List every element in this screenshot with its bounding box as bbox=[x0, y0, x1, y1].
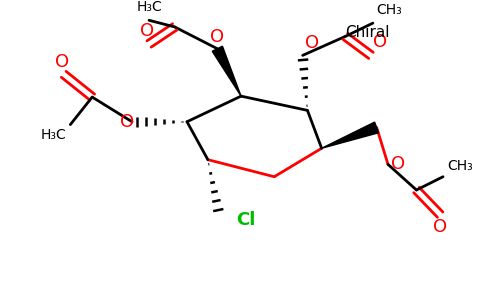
Text: O: O bbox=[304, 34, 318, 52]
Text: H₃C: H₃C bbox=[136, 0, 162, 14]
Text: O: O bbox=[120, 113, 134, 131]
Text: O: O bbox=[433, 218, 447, 236]
Polygon shape bbox=[322, 122, 378, 148]
Text: CH₃: CH₃ bbox=[447, 159, 472, 173]
Text: O: O bbox=[55, 52, 69, 70]
Text: H₃C: H₃C bbox=[41, 128, 67, 142]
Text: O: O bbox=[140, 22, 154, 40]
Text: Chiral: Chiral bbox=[345, 25, 390, 40]
Text: O: O bbox=[210, 28, 225, 46]
Text: CH₃: CH₃ bbox=[377, 3, 402, 17]
Text: Cl: Cl bbox=[236, 212, 256, 230]
Text: O: O bbox=[373, 33, 387, 51]
Text: O: O bbox=[391, 155, 405, 173]
Polygon shape bbox=[212, 46, 241, 96]
